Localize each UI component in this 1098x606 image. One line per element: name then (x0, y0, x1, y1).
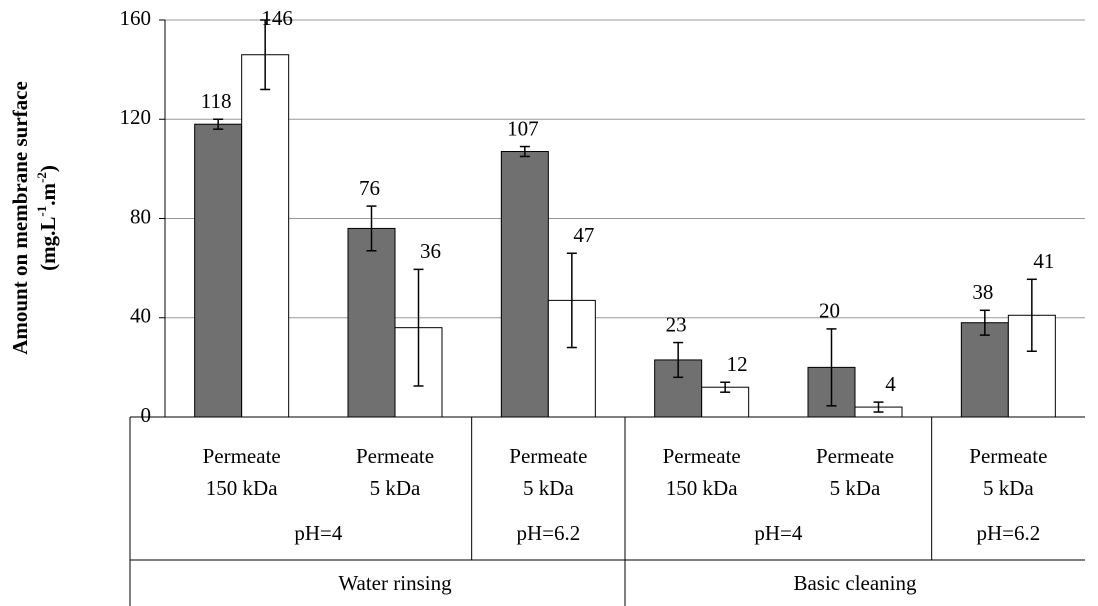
bar (347, 227, 396, 418)
data-label: 76 (359, 176, 380, 200)
data-label: 4 (885, 372, 896, 396)
data-label: 20 (819, 299, 840, 323)
y-tick-label: 0 (141, 403, 152, 427)
group-label: Basic cleaning (793, 571, 917, 595)
group-label: pH=4 (294, 521, 343, 545)
y-axis-unit-part: ) (36, 165, 60, 172)
x-tick-label: 5 kDa (523, 476, 574, 500)
x-tick-label: 150 kDa (206, 476, 278, 500)
data-label: 107 (507, 116, 539, 140)
group-label: pH=6.2 (516, 521, 580, 545)
bar (194, 123, 243, 418)
x-tick-label: Permeate (356, 444, 434, 468)
group-label: Water rinsing (338, 571, 452, 595)
data-label: 41 (1033, 249, 1054, 273)
y-axis-unit-part: (mg.L (36, 217, 60, 271)
bar (1007, 314, 1056, 418)
x-tick-label: 5 kDa (830, 476, 881, 500)
y-axis-unit-part: -1 (34, 206, 49, 217)
x-tick-label: Permeate (969, 444, 1047, 468)
y-tick-label: 40 (130, 304, 151, 328)
y-axis-unit: (mg.L-1.m-2) (34, 165, 60, 271)
y-axis-label: Amount on membrane surface (8, 81, 32, 355)
data-label: 12 (727, 352, 748, 376)
group-label: pH=6.2 (976, 521, 1040, 545)
bar (500, 151, 549, 418)
x-tick-label: Permeate (816, 444, 894, 468)
data-label: 23 (666, 312, 687, 336)
y-tick-label: 120 (120, 105, 152, 129)
data-label: 36 (420, 239, 441, 263)
data-label: 38 (972, 280, 993, 304)
bar (960, 322, 1009, 418)
x-tick-label: 150 kDa (666, 476, 738, 500)
data-label: 118 (201, 89, 232, 113)
group-label: pH=4 (754, 521, 803, 545)
data-label: 146 (261, 6, 293, 30)
data-label: 47 (573, 223, 594, 247)
y-axis-unit-part: .m (36, 183, 60, 206)
x-tick-label: 5 kDa (983, 476, 1034, 500)
y-tick-label: 160 (120, 6, 152, 30)
x-tick-label: Permeate (509, 444, 587, 468)
x-tick-label: Permeate (663, 444, 741, 468)
x-tick-label: 5 kDa (370, 476, 421, 500)
y-axis-unit-part: -2 (34, 172, 49, 183)
bar (241, 54, 290, 418)
y-tick-label: 80 (130, 204, 151, 228)
x-tick-label: Permeate (203, 444, 281, 468)
